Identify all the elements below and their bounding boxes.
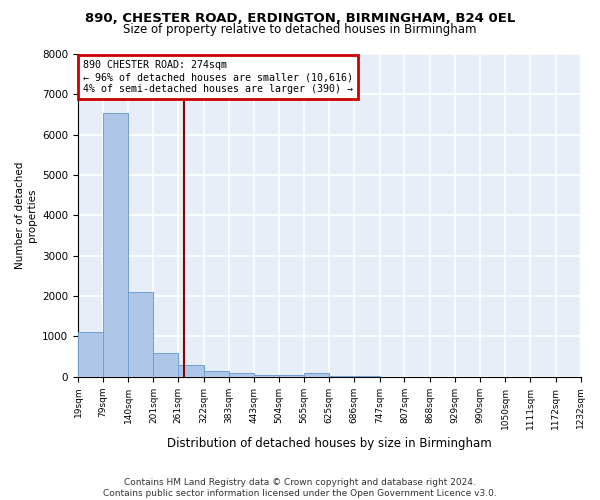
Text: Contains HM Land Registry data © Crown copyright and database right 2024.
Contai: Contains HM Land Registry data © Crown c… [103, 478, 497, 498]
Bar [203, 372, 229, 377]
Bar [78, 332, 103, 377]
Bar [229, 374, 254, 377]
Text: Size of property relative to detached houses in Birmingham: Size of property relative to detached ho… [123, 22, 477, 36]
Bar [254, 375, 279, 377]
Y-axis label: Number of detached
properties: Number of detached properties [15, 162, 37, 269]
Bar [154, 353, 178, 377]
X-axis label: Distribution of detached houses by size in Birmingham: Distribution of detached houses by size … [167, 437, 491, 450]
Bar [103, 112, 128, 377]
Bar [304, 373, 329, 377]
Text: 890, CHESTER ROAD, ERDINGTON, BIRMINGHAM, B24 0EL: 890, CHESTER ROAD, ERDINGTON, BIRMINGHAM… [85, 12, 515, 26]
Bar [279, 376, 304, 377]
Text: 890 CHESTER ROAD: 274sqm
← 96% of detached houses are smaller (10,616)
4% of sem: 890 CHESTER ROAD: 274sqm ← 96% of detach… [83, 60, 353, 94]
Bar [178, 365, 203, 377]
Bar [128, 292, 154, 377]
